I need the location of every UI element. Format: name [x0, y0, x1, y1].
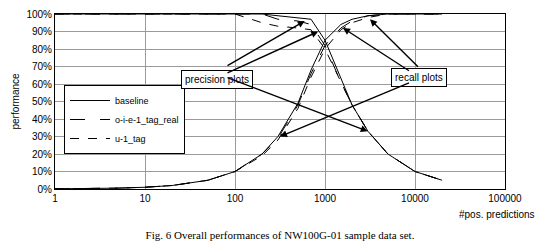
svg-text:Fig. 6 Overall performances of: Fig. 6 Overall performances of NW100G-01… — [146, 229, 415, 241]
svg-text:50%: 50% — [32, 96, 52, 107]
svg-text:30%: 30% — [32, 131, 52, 142]
svg-text:recall plots: recall plots — [395, 72, 443, 83]
svg-text:100: 100 — [227, 193, 244, 204]
svg-text:100000: 100000 — [488, 193, 522, 204]
svg-text:#pos. predictions: #pos. predictions — [459, 209, 535, 220]
svg-text:performance: performance — [10, 73, 21, 130]
svg-text:0%: 0% — [38, 184, 53, 195]
svg-text:precision plots: precision plots — [185, 74, 249, 85]
svg-text:u-1_tag: u-1_tag — [115, 134, 146, 144]
svg-text:1000: 1000 — [314, 193, 337, 204]
svg-text:40%: 40% — [32, 114, 52, 125]
svg-text:20%: 20% — [32, 149, 52, 160]
svg-text:10000: 10000 — [401, 193, 429, 204]
svg-text:1: 1 — [52, 193, 58, 204]
svg-text:10: 10 — [139, 193, 151, 204]
svg-text:60%: 60% — [32, 79, 52, 90]
svg-text:80%: 80% — [32, 44, 52, 55]
svg-text:70%: 70% — [32, 61, 52, 72]
svg-text:o-i-e-1_tag_real: o-i-e-1_tag_real — [115, 115, 179, 125]
svg-text:baseline: baseline — [115, 96, 149, 106]
svg-text:10%: 10% — [32, 166, 52, 177]
svg-text:100%: 100% — [26, 9, 52, 20]
svg-text:90%: 90% — [32, 26, 52, 37]
